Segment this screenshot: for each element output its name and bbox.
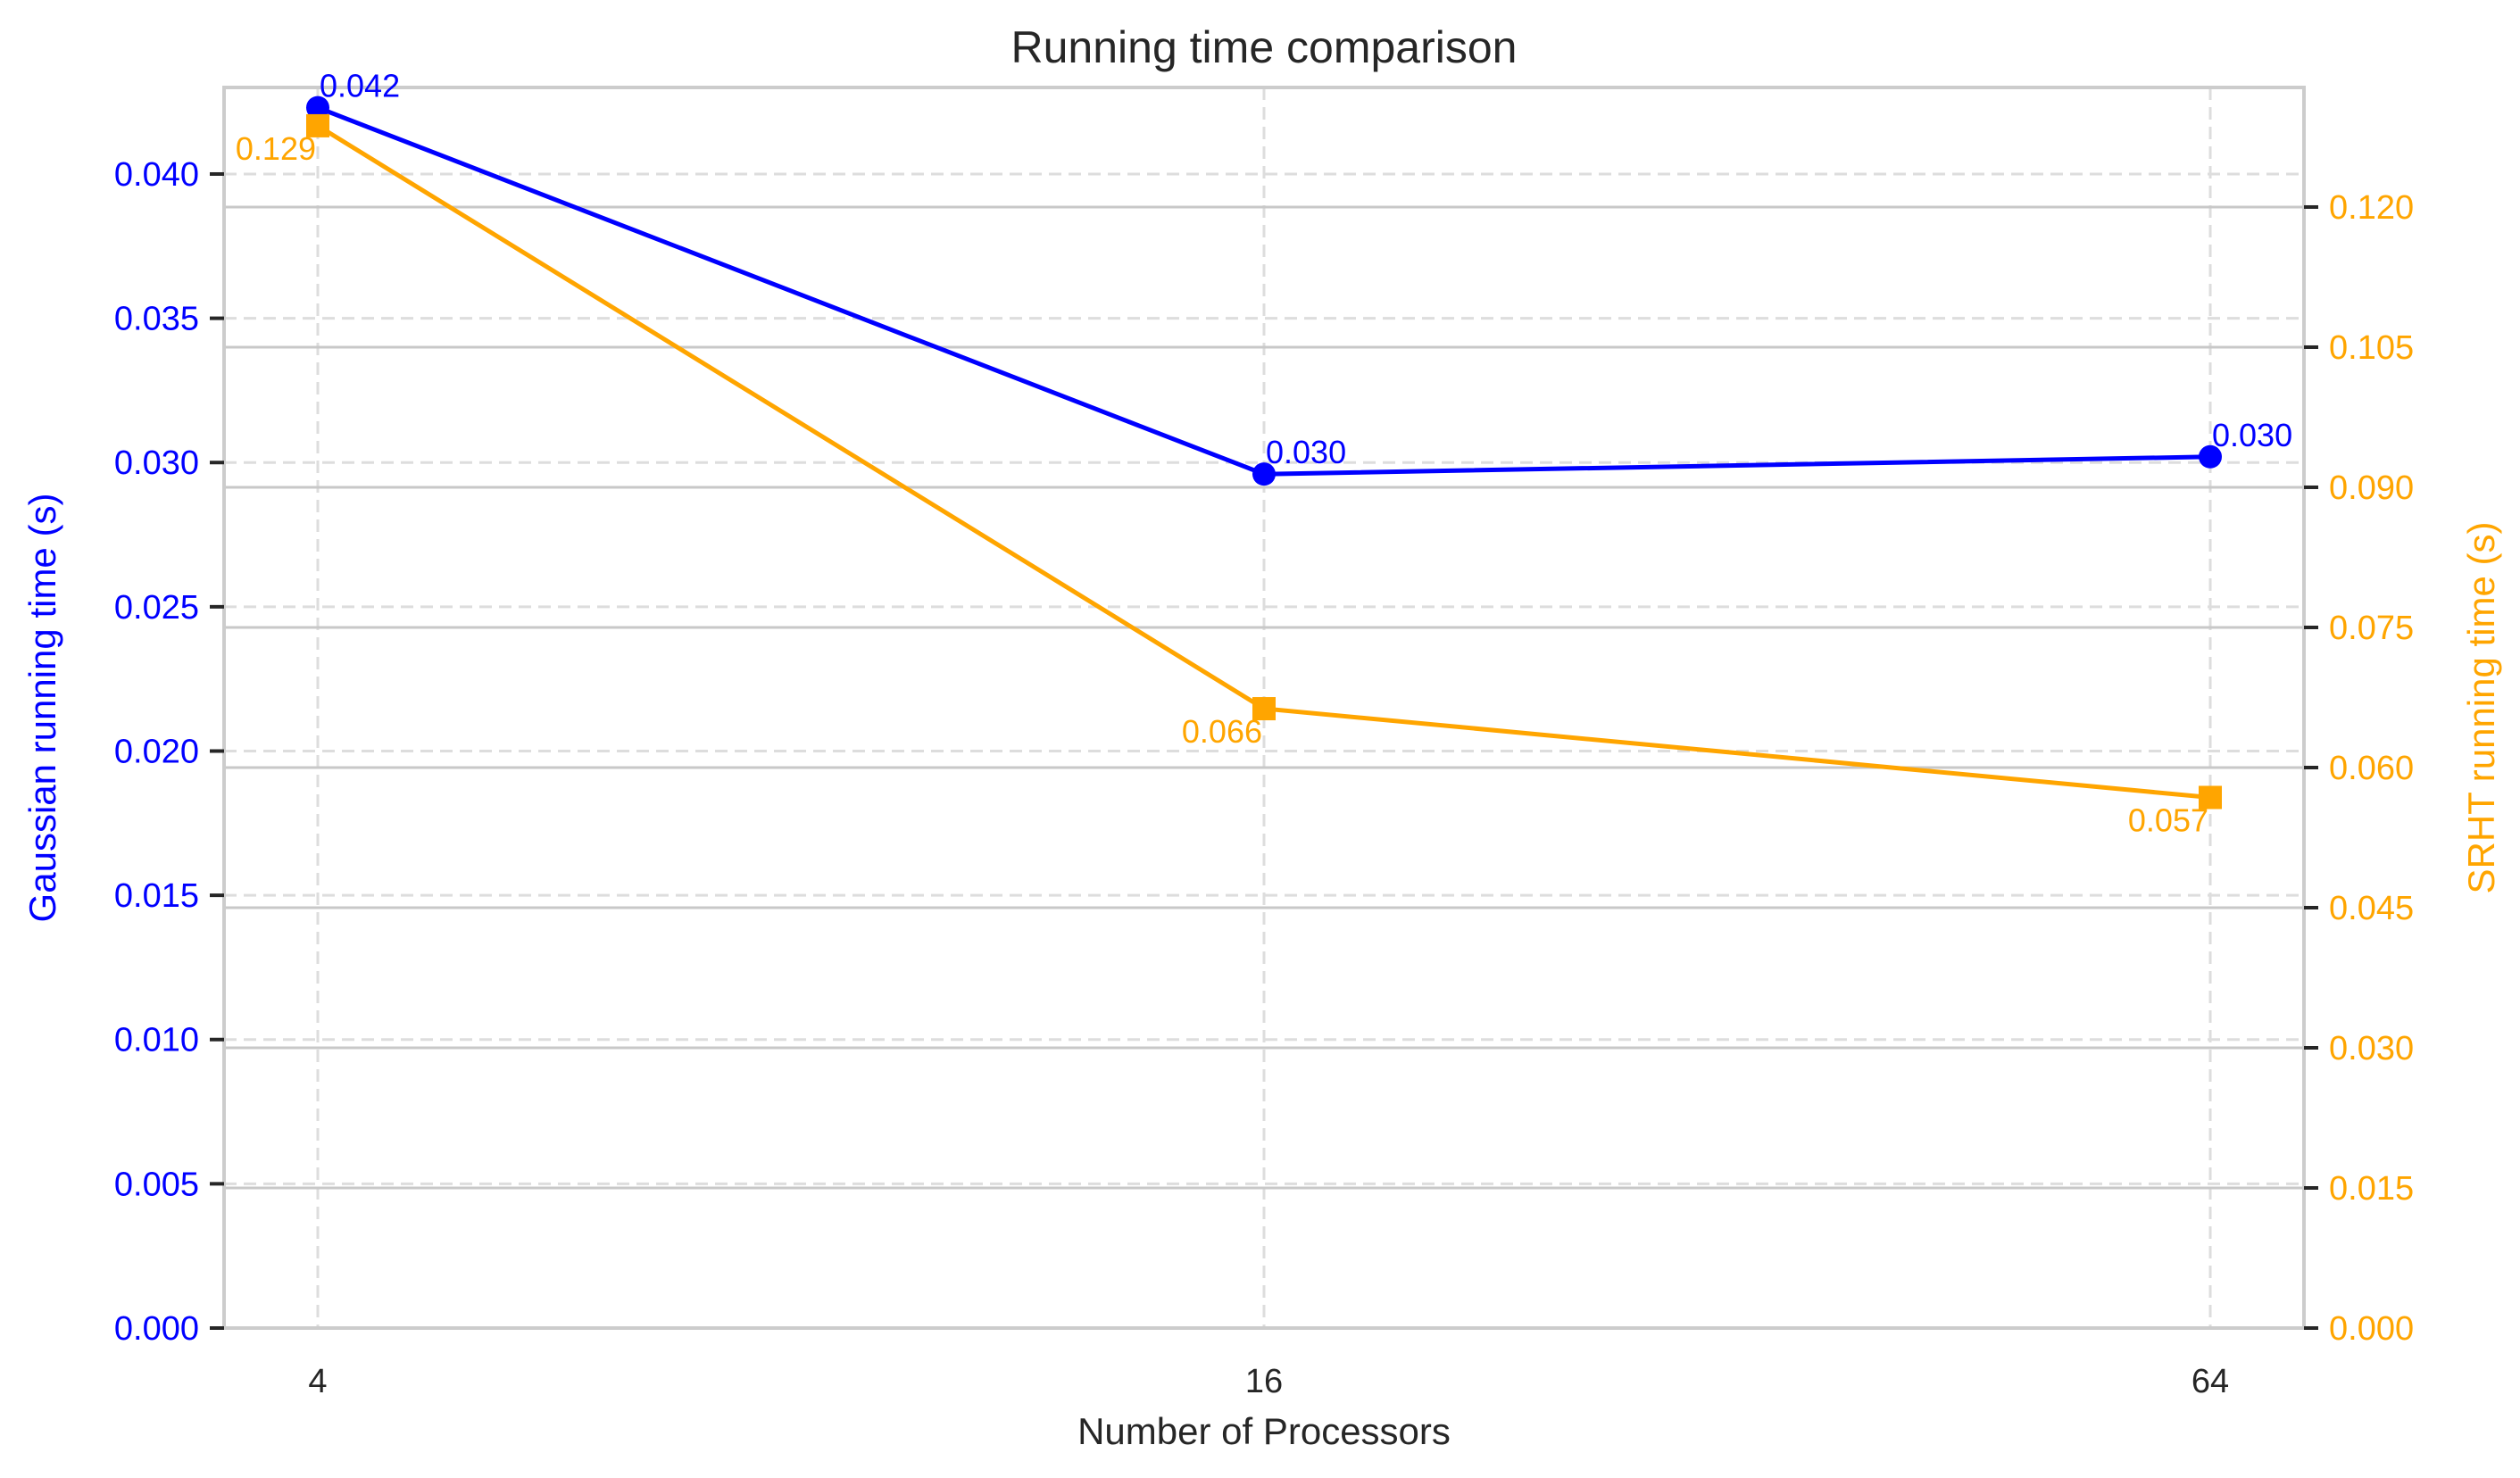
- y-left-tick-label: 0.005: [114, 1166, 199, 1203]
- y-right-tick-label: 0.060: [2329, 750, 2414, 787]
- series-right-data-label: 0.129: [236, 130, 316, 167]
- y-right-tick-label: 0.030: [2329, 1030, 2414, 1067]
- y-axis-label-right: SRHT running time (s): [2460, 521, 2502, 893]
- y-left-tick-label: 0.015: [114, 877, 199, 915]
- y-right-tick-label: 0.045: [2329, 890, 2414, 927]
- y-left-tick-label: 0.040: [114, 156, 199, 194]
- y-right-tick-label: 0.105: [2329, 329, 2414, 367]
- tick-layer: 4 16 64 0.000 0.005 0.010 0.015 0.020 0.025 0.030…: [114, 156, 2414, 1400]
- series-left-data-label: 0.030: [2212, 417, 2292, 453]
- y-right-tick-label: 0.120: [2329, 189, 2414, 227]
- x-tick-label: 4: [308, 1363, 327, 1400]
- x-axis-label: Number of Processors: [1077, 1410, 1451, 1452]
- y-left-tick-label: 0.035: [114, 301, 199, 338]
- series-layer: [306, 95, 2222, 810]
- x-tick-label: 16: [1245, 1363, 1283, 1400]
- series-left-data-label: 0.042: [320, 68, 400, 104]
- series-right-point: [306, 113, 329, 137]
- chart-title: Running time comparison: [1011, 22, 1518, 72]
- y-right-tick-label: 0.015: [2329, 1170, 2414, 1208]
- label-layer: 0.042 0.030 0.030 0.129 0.066 0.057: [236, 68, 2292, 839]
- y-left-tick-label: 0.030: [114, 444, 199, 482]
- series-left-point: [1252, 462, 1276, 486]
- series-right-point: [1252, 697, 1276, 721]
- grid-layer: [224, 87, 2304, 1328]
- y-left-tick-label: 0.010: [114, 1022, 199, 1059]
- series-right-point: [2199, 785, 2222, 810]
- plot-area-frame: [222, 86, 2306, 1330]
- y-right-tick-label: 0.090: [2329, 469, 2414, 507]
- y-left-tick-label: 0.025: [114, 589, 199, 627]
- y-left-tick-label: 0.000: [114, 1310, 199, 1348]
- series-left-data-label: 0.030: [1266, 434, 1346, 470]
- series-left-point: [306, 95, 329, 120]
- y-right-tick-label: 0.000: [2329, 1310, 2414, 1348]
- series-right-data-label: 0.057: [2128, 801, 2208, 838]
- y-right-tick-label: 0.075: [2329, 610, 2414, 647]
- series-left-point: [2199, 444, 2222, 469]
- y-axis-label-left: Gaussian running time (s): [21, 494, 63, 923]
- series-right-data-label: 0.066: [1182, 713, 1262, 750]
- y-left-tick-label: 0.020: [114, 733, 199, 770]
- x-tick-label: 64: [2191, 1363, 2229, 1400]
